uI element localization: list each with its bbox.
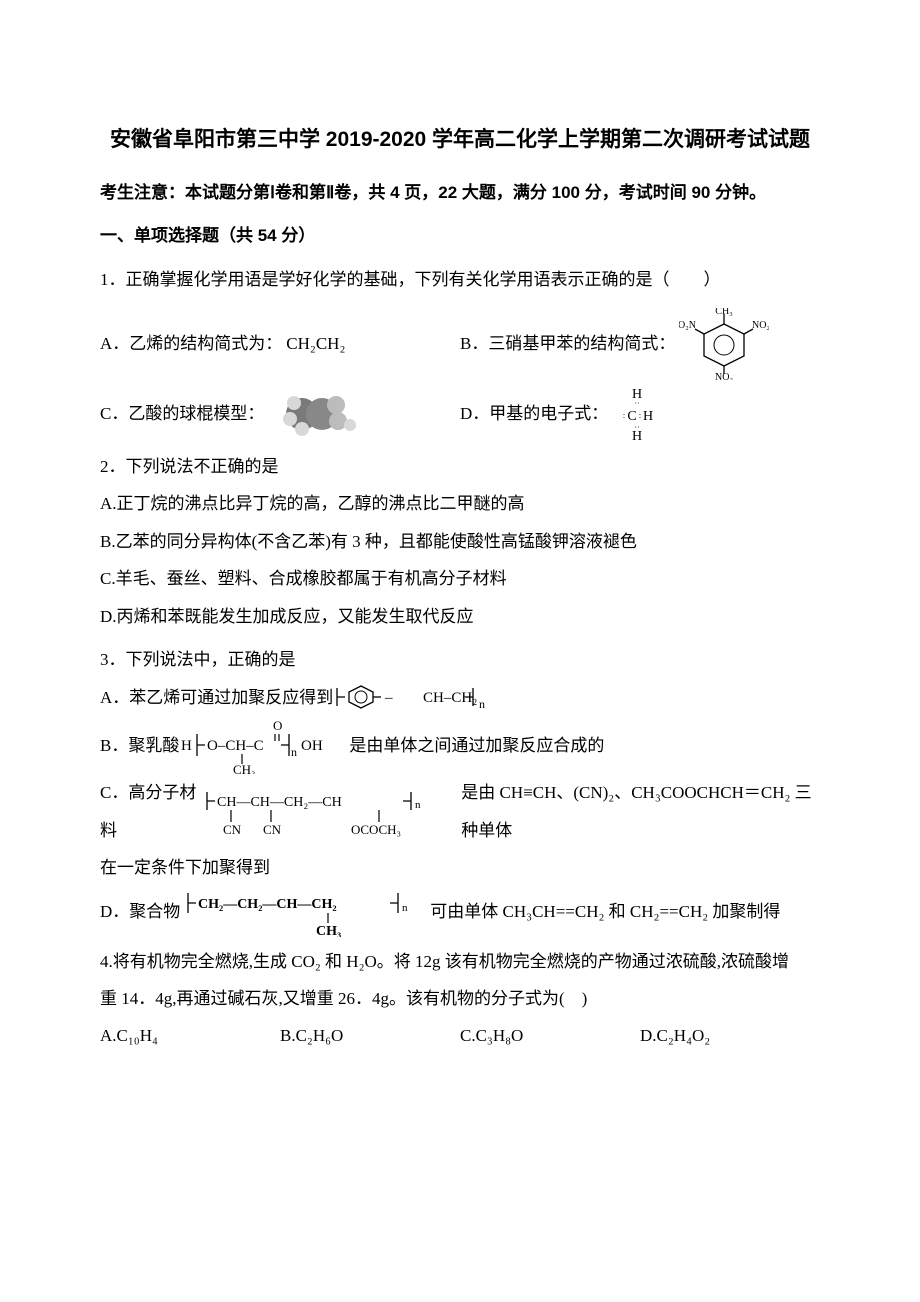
question-2-stem: 2．下列说法不正确的是: [100, 448, 820, 485]
question-4-stem-2: 重 14．4g,再通过碱石灰,又增重 26．4g。该有机物的分子式为( ): [100, 980, 820, 1017]
q3-option-a: A．苯乙烯可通过加聚反应得到 CH–CH₂ – n: [100, 678, 820, 716]
svg-text:C: C: [628, 409, 637, 424]
q1-a-formula: CH₂CH₂: [286, 325, 345, 362]
q3-d-prefix: D．聚合物: [100, 893, 180, 930]
svg-text:H: H: [632, 429, 642, 442]
svg-text:··: ··: [635, 399, 640, 408]
q2-option-c: C.羊毛、蚕丝、塑料、合成橡胶都属于有机高分子材料: [100, 560, 820, 597]
q2-option-a: A.正丁烷的沸点比异丁烷的高，乙醇的沸点比二甲醚的高: [100, 485, 820, 522]
question-1-stem: 1．正确掌握化学用语是学好化学的基础，下列有关化学用语表示正确的是（ ）: [100, 261, 820, 298]
q3-c-prefix: C．高分子材料: [100, 774, 201, 849]
page-title: 安徽省阜阳市第三中学 2019-2020 学年高二化学上学期第二次调研考试试题: [100, 120, 820, 160]
svg-text:n: n: [402, 902, 408, 914]
q1-option-b: B．三硝基甲苯的结构简式： CH₃ NO₂ O₂N NO₂: [460, 308, 820, 380]
question-4: 4.将有机物完全燃烧,生成 CO₂ 和 H₂O。将 12g 该有机物完全燃烧的产…: [100, 943, 820, 1055]
q3-b-suffix: 是由单体之间通过加聚反应合成的: [349, 727, 604, 764]
q3-c-suffix: 是由 CH≡CH、(CN)₂、CH₃COOCHCH＝CH₂ 三种单体: [461, 774, 820, 849]
q4-option-b: B.C₂H₆O: [280, 1017, 460, 1054]
svg-text:n: n: [479, 697, 485, 711]
svg-text:H: H: [643, 409, 653, 424]
q1-d-prefix: D．甲基的电子式：: [460, 395, 608, 432]
exam-notice: 考生注意：本试题分第Ⅰ卷和第Ⅱ卷，共 4 页，22 大题，满分 100 分，考试…: [100, 174, 820, 211]
svg-text:n: n: [291, 745, 297, 759]
polystyrene-structure-icon: CH–CH₂ – n: [333, 678, 493, 716]
svg-text:–: –: [384, 690, 393, 706]
svg-text:CH₃: CH₃: [233, 762, 256, 774]
svg-text:CH₃: CH₃: [716, 308, 733, 317]
polylactic-structure-icon: H O–CH–C CH₃ O n OH: [179, 716, 349, 774]
tnt-structure-icon: CH₃ NO₂ O₂N NO₂: [679, 308, 769, 380]
svg-text:H: H: [181, 738, 192, 754]
question-3-stem: 3．下列说法中，正确的是: [100, 641, 820, 678]
question-2: 2．下列说法不正确的是 A.正丁烷的沸点比异丁烷的高，乙醇的沸点比二甲醚的高 B…: [100, 448, 820, 635]
polymer-c-structure-icon: CH—CH—CH₂—CH n CN CN OCOCH₃: [201, 784, 461, 840]
svg-text:CN: CN: [223, 822, 242, 837]
svg-text:NO₂: NO₂: [752, 320, 769, 331]
q3-option-b: B．聚乳酸 H O–CH–C CH₃ O n OH 是由单体之间通过加聚反应合成…: [100, 716, 820, 774]
q2-option-d: D.丙烯和苯既能发生加成反应，又能发生取代反应: [100, 598, 820, 635]
svg-text:O₂N: O₂N: [679, 320, 696, 331]
svg-text:CH—CH—CH₂—CH: CH—CH—CH₂—CH: [217, 795, 342, 810]
question-4-stem-1: 4.将有机物完全燃烧,生成 CO₂ 和 H₂O。将 12g 该有机物完全燃烧的产…: [100, 943, 820, 980]
svg-text:NO₂: NO₂: [715, 372, 733, 380]
methyl-electron-icon: H ·· : C : H ·· H: [612, 386, 662, 442]
q3-option-c: C．高分子材料 CH—CH—CH₂—CH n CN CN OCOCH₃ 是由 C…: [100, 774, 820, 849]
q3-c-cont: 在一定条件下加聚得到: [100, 849, 820, 886]
q1-option-c: C．乙酸的球棍模型：: [100, 389, 460, 439]
q4-option-d: D.C₂H₄O₂: [640, 1017, 820, 1054]
svg-text:CH₂—CH₂—CH—CH₂: CH₂—CH₂—CH—CH₂: [198, 897, 337, 912]
q3-d-suffix: 可由单体 CH₃CH==CH₂ 和 CH₂==CH₂ 加聚制得: [430, 893, 780, 930]
svg-text:CH₃: CH₃: [316, 924, 341, 937]
q3-b-prefix: B．聚乳酸: [100, 727, 179, 764]
svg-text:CH–CH₂: CH–CH₂: [423, 690, 477, 706]
q4-option-c: C.C₃H₈O: [460, 1017, 640, 1054]
q3-a-prefix: A．苯乙烯可通过加聚反应得到: [100, 679, 333, 716]
q1-option-a: A．乙烯的结构简式为： CH₂CH₂: [100, 325, 460, 362]
q1-a-prefix: A．乙烯的结构简式为：: [100, 325, 282, 362]
q1-option-d: D．甲基的电子式： H ·· : C : H ·· H: [460, 386, 820, 442]
q4-option-a: A.C₁₀H₄: [100, 1017, 280, 1054]
svg-text:O: O: [273, 718, 282, 733]
polymer-d-structure-icon: CH₂—CH₂—CH—CH₂ n CH₃: [180, 887, 430, 937]
q3-option-d: D．聚合物 CH₂—CH₂—CH—CH₂ n CH₃ 可由单体 CH₃CH==C…: [100, 887, 820, 937]
q2-option-b: B.乙苯的同分异构体(不含乙苯)有 3 种，且都能使酸性高锰酸钾溶液褪色: [100, 523, 820, 560]
svg-text::: :: [639, 411, 641, 420]
svg-text:n: n: [415, 799, 421, 811]
svg-text:OH: OH: [301, 738, 323, 754]
ball-stick-model-icon: [268, 389, 378, 439]
svg-text:O–CH–C: O–CH–C: [207, 738, 264, 754]
section-1-header: 一、单项选择题（共 54 分）: [100, 217, 820, 254]
question-1: 1．正确掌握化学用语是学好化学的基础，下列有关化学用语表示正确的是（ ） A．乙…: [100, 261, 820, 442]
q1-c-prefix: C．乙酸的球棍模型：: [100, 395, 264, 432]
svg-text:OCOCH₃: OCOCH₃: [351, 822, 401, 837]
question-3: 3．下列说法中，正确的是 A．苯乙烯可通过加聚反应得到 CH–CH₂ – n B…: [100, 641, 820, 937]
q1-b-prefix: B．三硝基甲苯的结构简式：: [460, 325, 675, 362]
svg-text:CN: CN: [263, 822, 282, 837]
svg-text::: :: [623, 411, 625, 420]
